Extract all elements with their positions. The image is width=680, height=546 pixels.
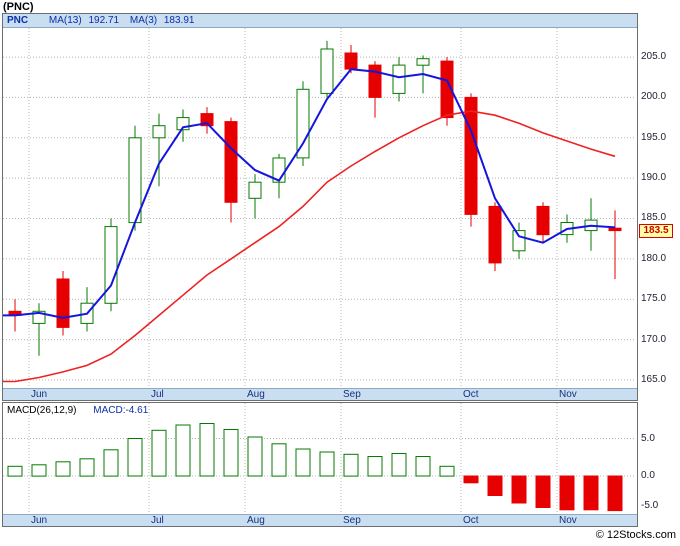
macd-plot: MACD(26,12,9) MACD:-4.61 bbox=[3, 403, 637, 514]
macd-bar bbox=[55, 461, 71, 477]
macd-bar bbox=[79, 458, 95, 477]
symbol-label: PNC bbox=[7, 15, 29, 26]
candle bbox=[488, 202, 502, 271]
macd-bar bbox=[31, 464, 47, 477]
macd-bar bbox=[463, 475, 479, 484]
candle bbox=[296, 81, 310, 166]
month-label: Aug bbox=[247, 389, 265, 400]
candle bbox=[584, 198, 598, 251]
price-axis-label: 200.0 bbox=[641, 91, 667, 102]
candle bbox=[104, 218, 118, 312]
month-label: Jun bbox=[31, 389, 48, 400]
candle bbox=[128, 125, 142, 231]
macd-bar bbox=[103, 449, 119, 477]
macd-bar bbox=[199, 423, 215, 477]
price-axis-label: 165.0 bbox=[641, 374, 667, 385]
macd-y-axis: 5.0 0.0 -5.0 bbox=[641, 403, 680, 514]
current-price-label: 183.5 bbox=[643, 225, 669, 236]
candle bbox=[200, 107, 214, 134]
macd-bar bbox=[175, 424, 191, 477]
candle bbox=[248, 174, 262, 219]
price-axis-label: 190.0 bbox=[641, 172, 667, 183]
macd-bar bbox=[319, 451, 335, 477]
candle bbox=[464, 93, 478, 227]
macd-bar bbox=[271, 443, 287, 477]
candle bbox=[320, 40, 334, 98]
candlestick-series bbox=[8, 40, 622, 356]
macd-bars bbox=[7, 423, 623, 512]
macd-bar bbox=[223, 429, 239, 477]
candle bbox=[224, 117, 238, 223]
candlestick-plot bbox=[3, 28, 637, 388]
candle bbox=[512, 222, 526, 259]
candlestick-svg bbox=[3, 28, 635, 388]
month-label: Sep bbox=[343, 515, 361, 526]
candle bbox=[32, 303, 46, 356]
macd-bar bbox=[7, 465, 23, 477]
macd-bar bbox=[583, 475, 599, 511]
macd-bar bbox=[535, 475, 551, 508]
month-label: Oct bbox=[463, 389, 479, 400]
candle bbox=[272, 153, 286, 199]
candle bbox=[392, 57, 406, 102]
macd-bar bbox=[559, 475, 575, 511]
macd-panel: MACD(26,12,9) MACD:-4.61 Jun Jul Aug Sep Oct… bbox=[2, 402, 638, 527]
price-chart-panel: PNC MA(13) 192.71 MA(3) 183.91 Jun Jul Aug… bbox=[2, 13, 638, 401]
macd-bar bbox=[487, 475, 503, 496]
month-label: Aug bbox=[247, 515, 265, 526]
price-axis-label: 175.0 bbox=[641, 293, 667, 304]
page-title: (PNC) bbox=[3, 1, 34, 13]
macd-bar bbox=[247, 436, 263, 477]
price-y-axis: 205.0 200.0 195.0 190.0 185.0 180.0 175.0 170.0… bbox=[641, 28, 680, 388]
month-label: Oct bbox=[463, 515, 479, 526]
candle bbox=[536, 202, 550, 243]
candle bbox=[56, 271, 70, 336]
candle bbox=[440, 57, 454, 126]
candle bbox=[608, 210, 622, 279]
macd-axis-label: 0.0 bbox=[641, 470, 655, 481]
macd-bar bbox=[607, 475, 623, 512]
month-label: Nov bbox=[559, 389, 577, 400]
price-axis-label: 170.0 bbox=[641, 334, 667, 345]
month-label: Jun bbox=[31, 515, 48, 526]
macd-bar bbox=[127, 438, 143, 477]
price-axis-label: 185.0 bbox=[641, 212, 667, 223]
macd-bar bbox=[151, 429, 167, 477]
macd-bar bbox=[439, 465, 455, 477]
macd-value: MACD:-4.61 bbox=[93, 405, 149, 416]
macd-params-label: MACD(26,12,9) bbox=[7, 405, 77, 416]
current-price-badge: 183.5 bbox=[639, 224, 673, 238]
month-label: Sep bbox=[343, 389, 361, 400]
macd-bar bbox=[415, 456, 431, 477]
price-axis-label: 205.0 bbox=[641, 51, 667, 62]
ma-line-13 bbox=[3, 110, 616, 383]
copyright: © 12Stocks.com bbox=[595, 529, 676, 541]
macd-month-axis: Jun Jul Aug Sep Oct Nov bbox=[3, 514, 637, 526]
price-axis-label: 195.0 bbox=[641, 132, 667, 143]
month-label: Jul bbox=[151, 515, 164, 526]
macd-svg bbox=[3, 403, 635, 514]
macd-bar bbox=[343, 453, 359, 477]
macd-axis-label: -5.0 bbox=[641, 500, 659, 511]
macd-axis-label: 5.0 bbox=[641, 433, 655, 444]
candle bbox=[152, 113, 166, 187]
ma13-label: MA(13) bbox=[48, 15, 82, 26]
macd-header: MACD(26,12,9) MACD:-4.61 bbox=[7, 405, 148, 416]
macd-bar bbox=[295, 448, 311, 477]
price-chart-header: PNC MA(13) 192.71 MA(3) 183.91 bbox=[3, 14, 637, 28]
price-axis-label: 180.0 bbox=[641, 253, 667, 264]
ma3-label: MA(3) bbox=[129, 15, 158, 26]
macd-bar bbox=[511, 475, 527, 504]
price-month-axis: Jun Jul Aug Sep Oct Nov bbox=[3, 388, 637, 400]
month-label: Nov bbox=[559, 515, 577, 526]
macd-bar bbox=[367, 456, 383, 477]
macd-bar bbox=[391, 453, 407, 477]
candle bbox=[368, 61, 382, 118]
ma13-value: 192.71 bbox=[88, 15, 120, 26]
month-label: Jul bbox=[151, 389, 164, 400]
ma-line-3 bbox=[3, 68, 616, 319]
ma3-value: 183.91 bbox=[163, 15, 195, 26]
